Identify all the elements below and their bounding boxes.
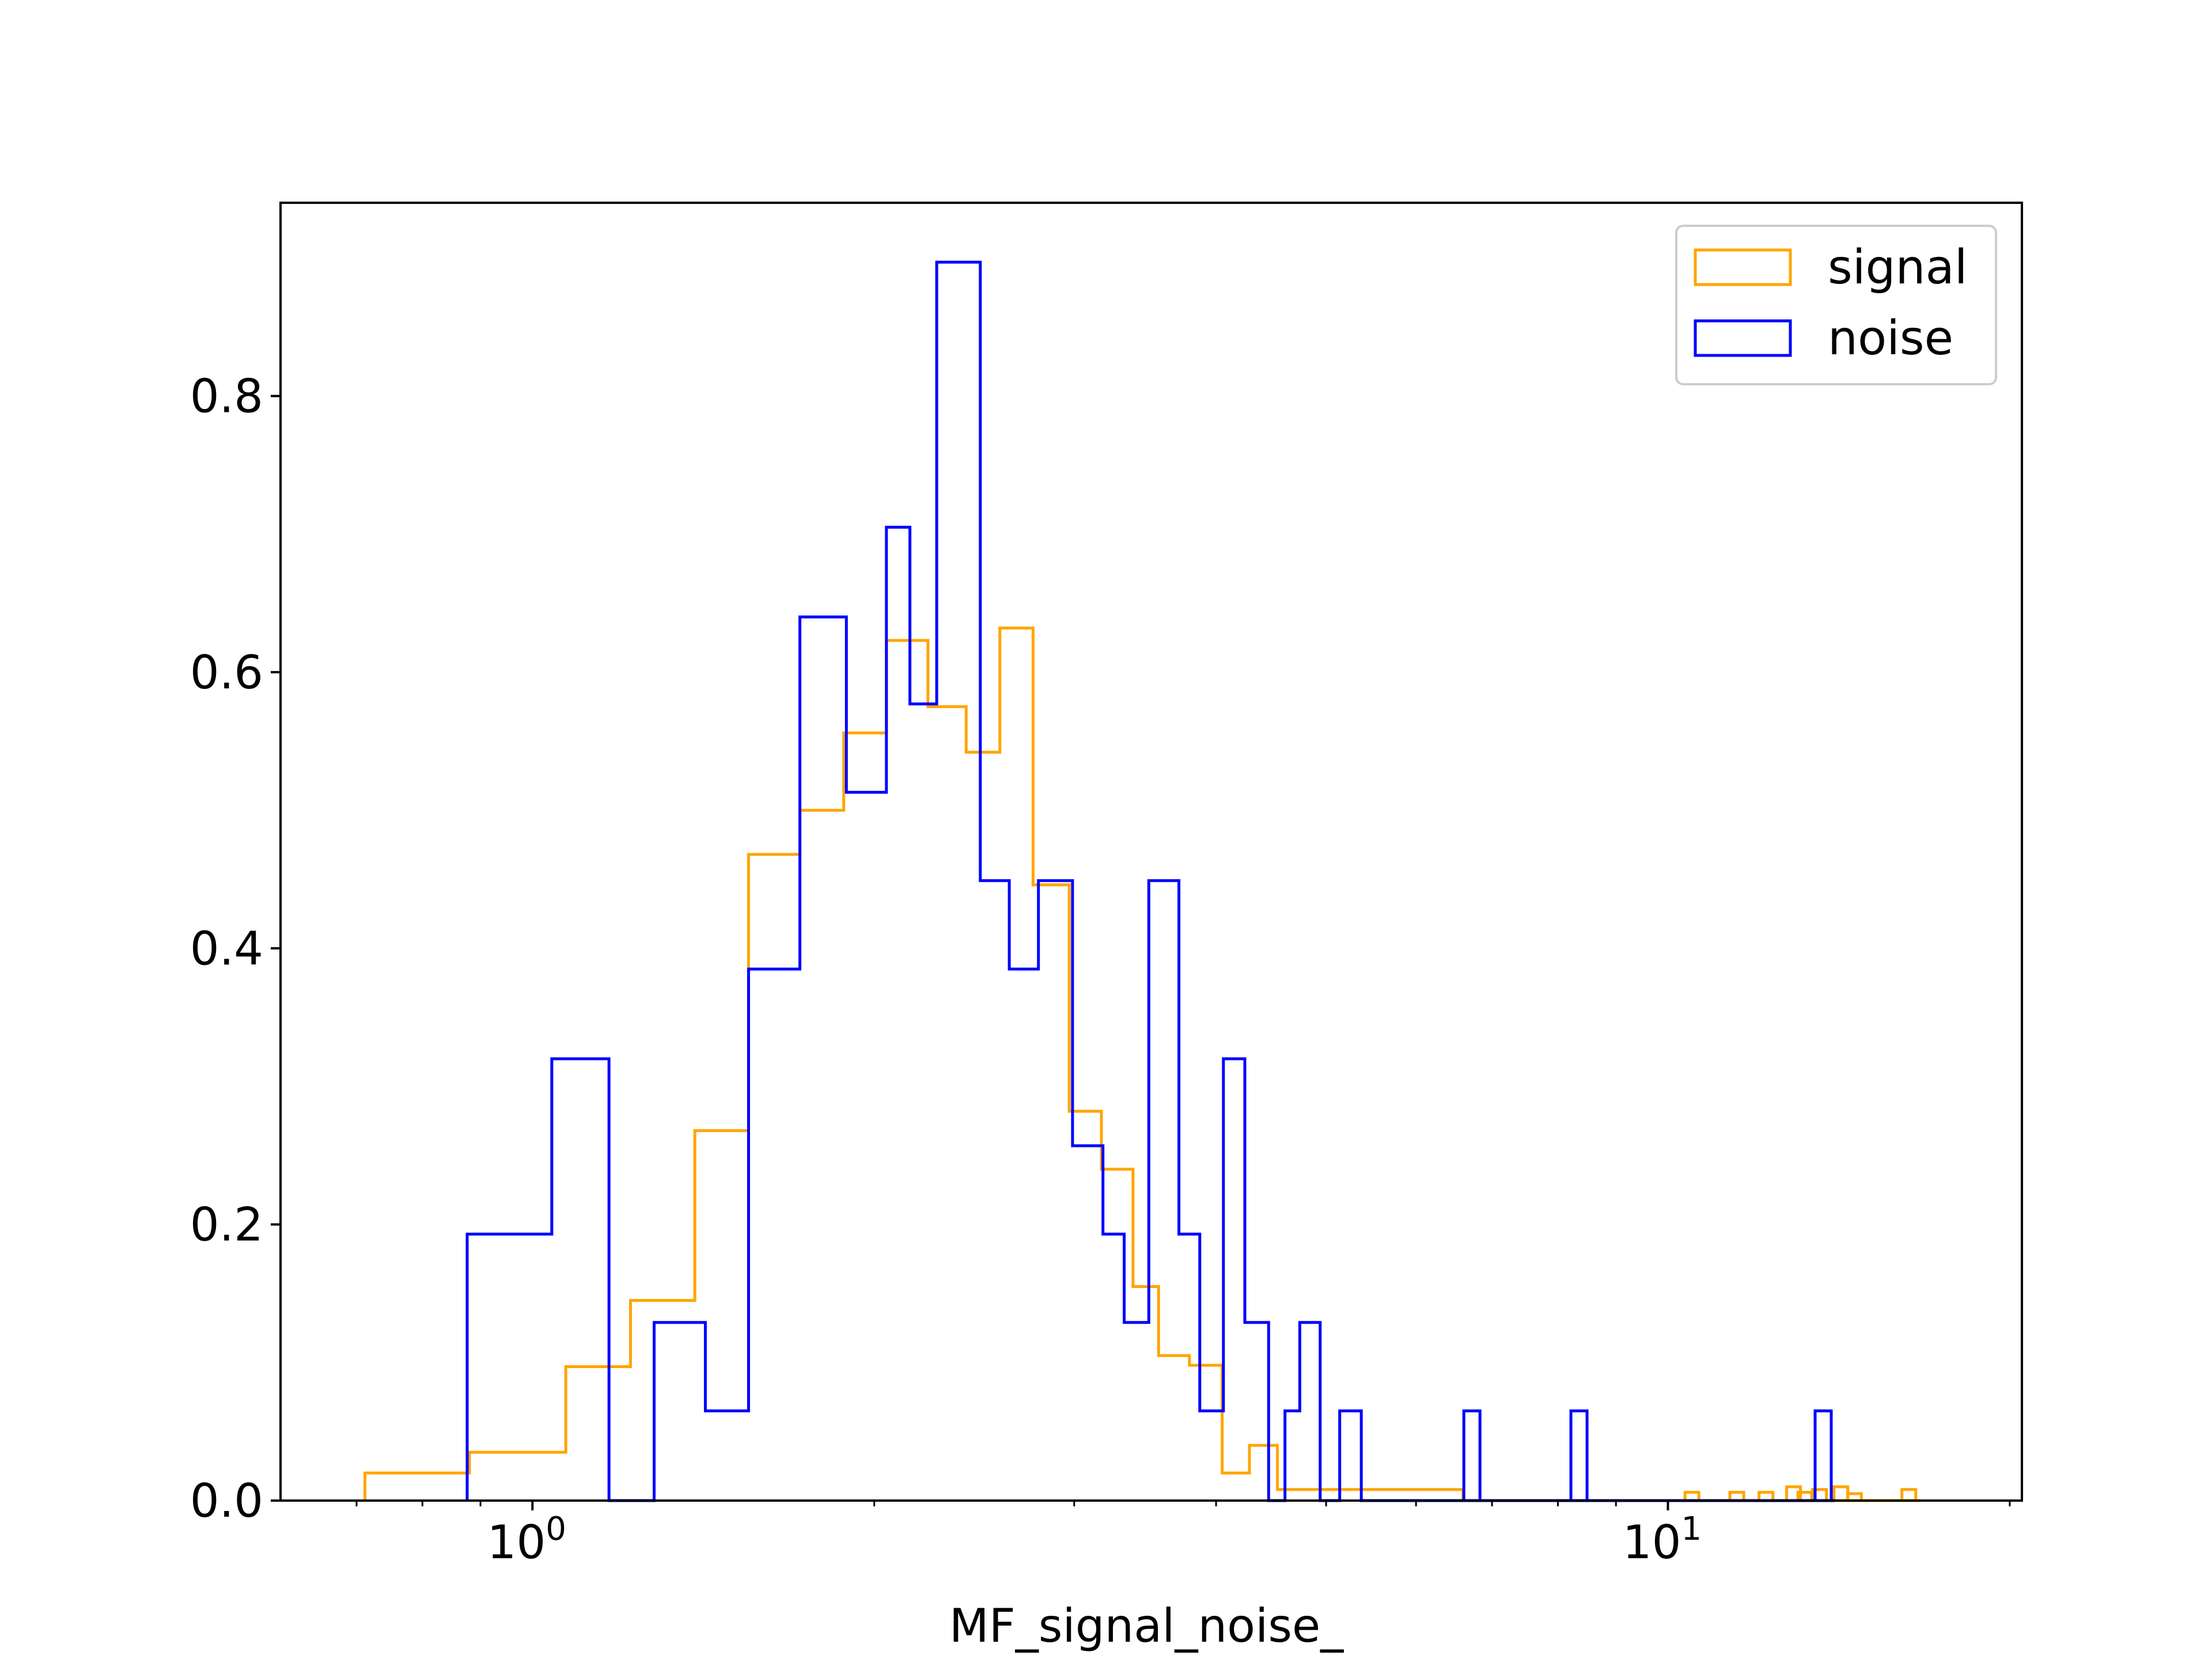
x-tick-label: 101: [1623, 1510, 1702, 1569]
legend-box: [1675, 225, 1997, 385]
x-axis-label: MF_signal_noise_: [949, 1599, 1344, 1653]
series-noise-bar: [1569, 1409, 1589, 1501]
series-signal-bar: [1728, 1491, 1745, 1501]
series-layer: [363, 260, 1921, 1502]
series-signal-outline: [363, 626, 1465, 1501]
series-signal-bar: [1758, 1491, 1775, 1501]
series-noise-bar: [1813, 1409, 1833, 1501]
axes-layer: 0.0 0.2 0.4 0.6 0.8 100 101: [190, 202, 2023, 1569]
y-tick-label: 0.0: [190, 1474, 263, 1528]
y-tick-label: 0.2: [190, 1198, 263, 1252]
plot-frame: [279, 202, 2023, 1502]
series-noise-outline: [465, 260, 1465, 1502]
series-noise-bar: [1462, 1409, 1482, 1501]
legend-label-noise: noise: [1828, 311, 1953, 366]
y-tick-label: 0.4: [190, 922, 263, 975]
y-tick-label: 0.6: [190, 646, 263, 699]
series-signal-bar: [1832, 1485, 1850, 1501]
legend-swatch-noise: [1694, 319, 1792, 357]
legend: signal noise: [1675, 225, 1997, 385]
series-signal-bar: [1811, 1488, 1828, 1501]
legend-swatch-signal: [1694, 248, 1792, 286]
y-tick-label: 0.8: [190, 370, 263, 423]
series-signal-bar: [1683, 1491, 1700, 1501]
x-tick-label: 100: [487, 1510, 566, 1569]
series-signal-bar: [1900, 1488, 1918, 1501]
series-signal-bar: [1846, 1492, 1863, 1501]
legend-label-signal: signal: [1828, 240, 1968, 295]
